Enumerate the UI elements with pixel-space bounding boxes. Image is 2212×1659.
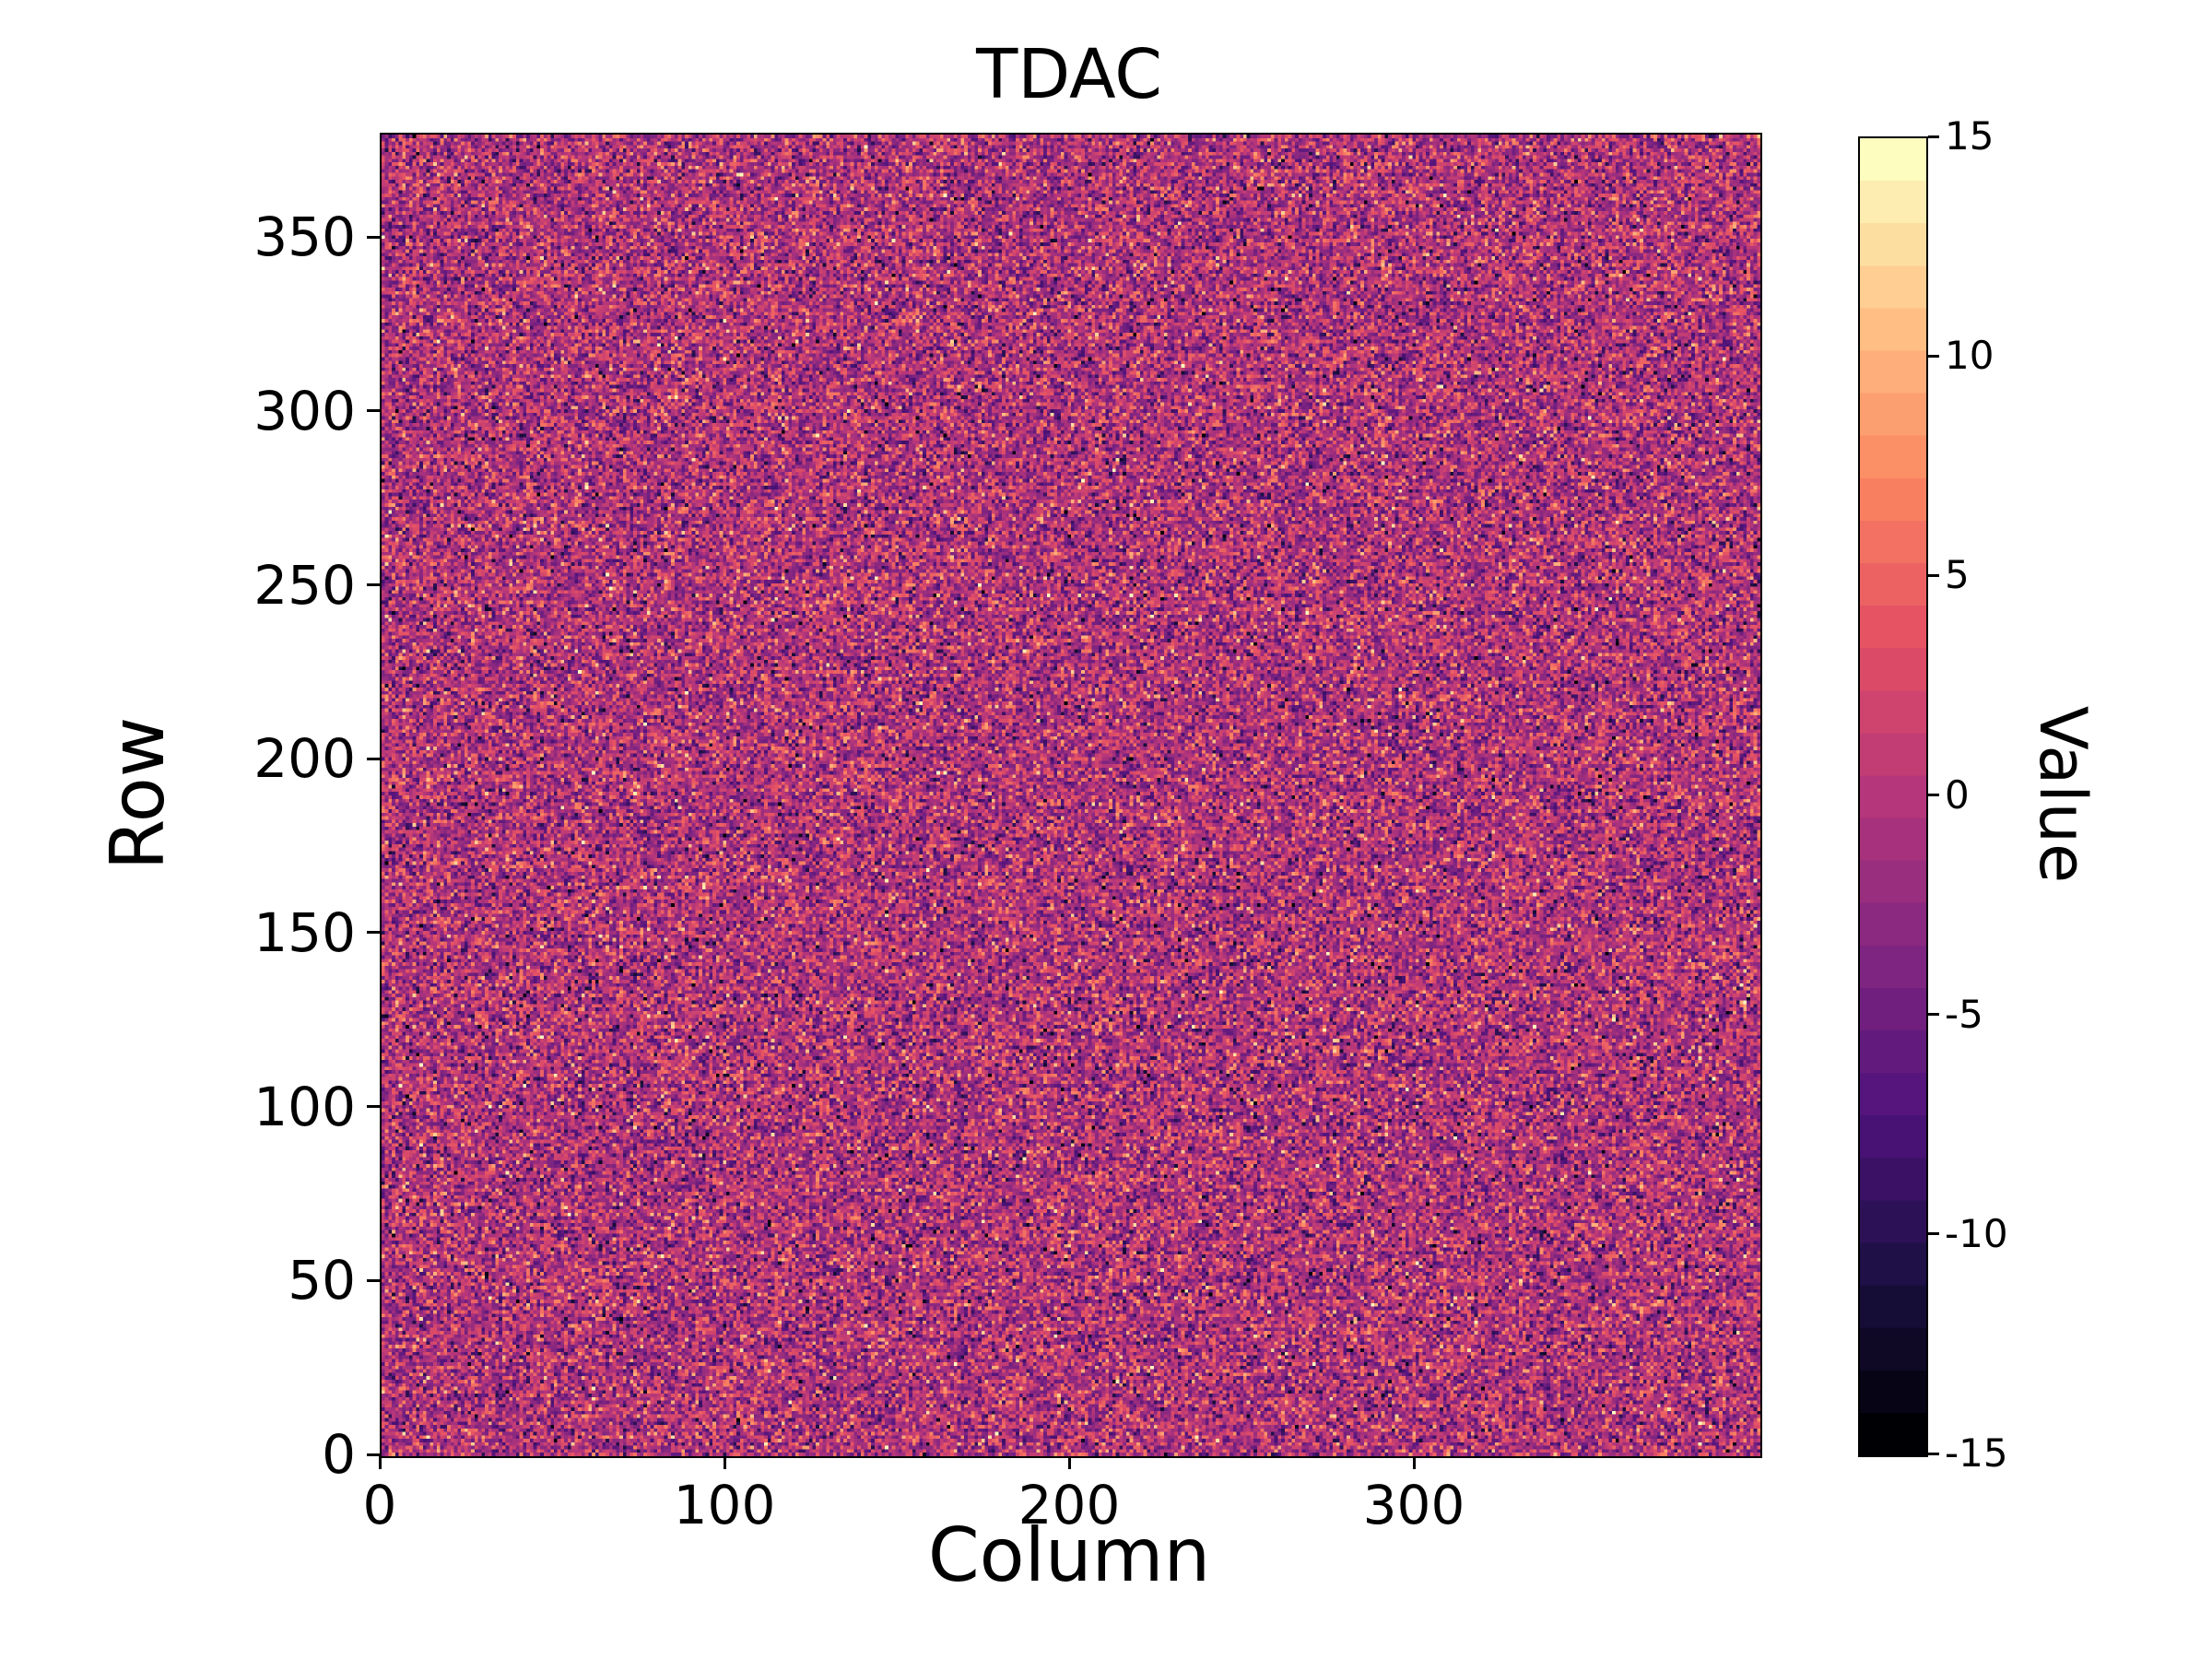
x-tick-mark [1067,1456,1071,1469]
y-tick-mark [367,235,380,239]
y-tick-label: 0 [322,1423,356,1486]
colorbar [1858,136,1928,1457]
colorbar-canvas [1860,138,1926,1455]
y-tick-mark [367,1453,380,1456]
colorbar-tick-label: -10 [1945,1210,2008,1256]
heatmap-canvas [382,135,1760,1456]
x-axis-label: Column [927,1512,1211,1598]
y-tick-mark [367,1278,380,1282]
y-tick-label: 300 [253,379,356,442]
y-tick-label: 200 [253,727,356,791]
colorbar-tick-mark [1928,573,1939,577]
y-tick-label: 250 [253,553,356,617]
x-tick-mark [378,1456,382,1469]
y-tick-label: 150 [253,900,356,964]
chart-title: TDAC [976,35,1162,114]
y-tick-mark [367,931,380,935]
x-tick-label: 0 [362,1474,397,1536]
colorbar-tick-mark [1928,1452,1939,1455]
x-tick-label: 300 [1362,1474,1465,1536]
colorbar-tick-mark [1928,354,1939,358]
colorbar-tick-label: 0 [1945,771,1970,818]
plot-area [380,133,1762,1458]
colorbar-tick-label: -5 [1945,991,1983,1037]
y-tick-mark [367,1105,380,1109]
colorbar-tick-mark [1928,1013,1939,1017]
colorbar-tick-mark [1928,794,1939,796]
x-tick-mark [1412,1456,1416,1469]
x-tick-label: 200 [1018,1474,1121,1536]
x-tick-label: 100 [673,1474,776,1536]
y-axis-label: Row [95,716,181,871]
y-tick-mark [367,409,380,413]
colorbar-tick-label: 10 [1945,333,1994,379]
y-tick-mark [367,757,380,760]
y-tick-label: 50 [288,1249,356,1312]
y-tick-label: 350 [253,206,356,269]
y-tick-mark [367,583,380,587]
colorbar-tick-mark [1928,135,1939,138]
x-tick-mark [723,1456,726,1469]
colorbar-tick-label: -15 [1945,1430,2008,1476]
colorbar-tick-mark [1928,1232,1939,1236]
y-tick-label: 100 [253,1075,356,1138]
colorbar-tick-label: 5 [1945,552,1970,598]
colorbar-tick-label: 15 [1945,113,1994,159]
